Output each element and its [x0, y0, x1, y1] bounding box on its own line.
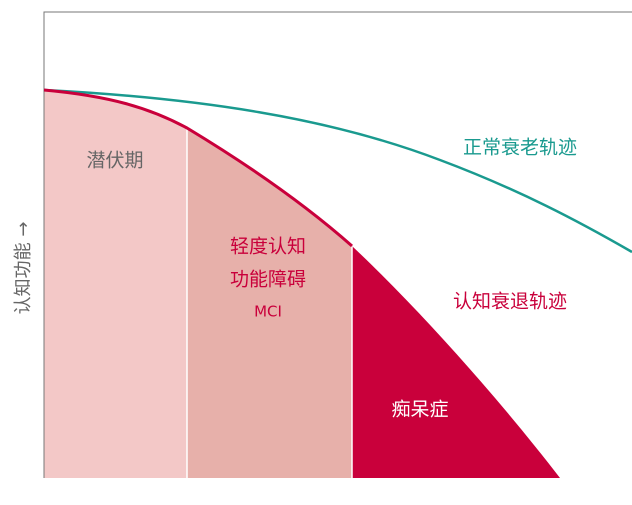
y-axis-label: 认知功能 → — [13, 222, 34, 315]
stage-label: 痴呆症 — [391, 399, 448, 421]
latent-area — [44, 90, 187, 478]
frame — [43, 11, 632, 478]
stage-abbr: MCI — [254, 303, 282, 321]
decline-curve — [43, 88, 353, 248]
curve-label: 认知衰退轨迹 — [453, 291, 567, 313]
curve-label: 正常衰老轨迹 — [463, 137, 577, 159]
stage-label: 轻度认知 — [230, 236, 306, 258]
normal-curve — [43, 88, 632, 254]
stage-label: 潜伏期 — [86, 150, 143, 172]
stage-label: 功能障碍 — [230, 269, 306, 291]
